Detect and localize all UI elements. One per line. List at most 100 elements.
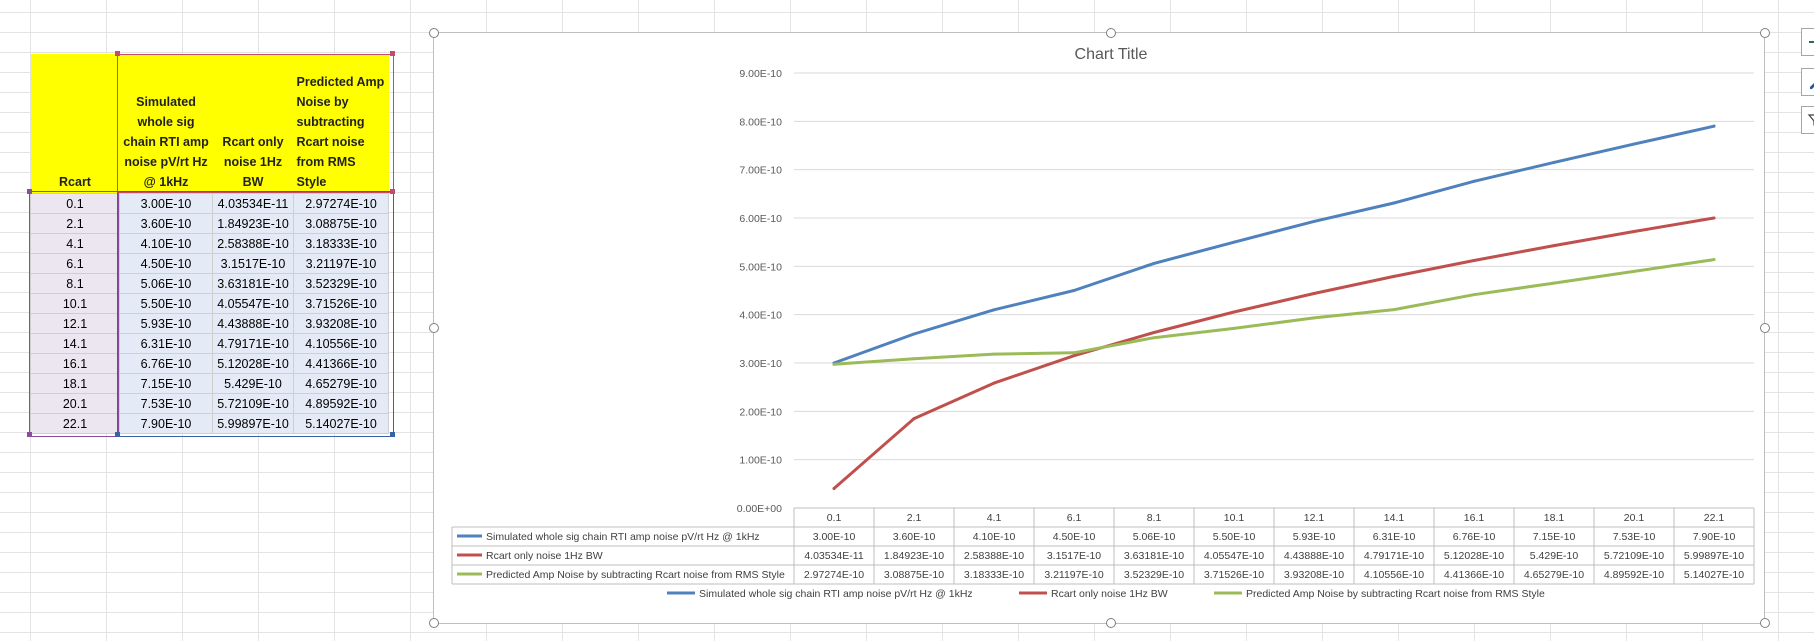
chart-resize-handle[interactable] bbox=[1760, 618, 1770, 628]
cell-rcart[interactable]: 22.1 bbox=[30, 413, 120, 434]
cell-predicted[interactable]: 3.21197E-10 bbox=[293, 253, 389, 274]
cell-simulated[interactable]: 6.31E-10 bbox=[119, 333, 213, 354]
cell-predicted[interactable]: 5.14027E-10 bbox=[293, 413, 389, 434]
cell-rcart[interactable]: 6.1 bbox=[30, 253, 120, 274]
cell-predicted[interactable]: 4.65279E-10 bbox=[293, 373, 389, 394]
data-point[interactable] bbox=[1552, 281, 1556, 285]
data-point[interactable] bbox=[912, 332, 916, 336]
header-rcart-noise[interactable]: Rcart only noise 1Hz BW bbox=[212, 54, 294, 194]
cell-rcart-noise[interactable]: 4.03534E-11 bbox=[212, 193, 294, 214]
cell-simulated[interactable]: 7.15E-10 bbox=[119, 373, 213, 394]
cell-simulated[interactable]: 7.90E-10 bbox=[119, 413, 213, 434]
cell-simulated[interactable]: 3.00E-10 bbox=[119, 193, 213, 214]
data-point[interactable] bbox=[1152, 336, 1156, 340]
selection-handle[interactable] bbox=[390, 189, 395, 194]
selection-handle[interactable] bbox=[115, 432, 120, 437]
data-point[interactable] bbox=[1712, 124, 1716, 128]
data-point[interactable] bbox=[1472, 179, 1476, 183]
cell-rcart[interactable]: 10.1 bbox=[30, 293, 120, 314]
legend-entry[interactable]: Rcart only noise 1Hz BW bbox=[1051, 588, 1168, 600]
data-point[interactable] bbox=[992, 308, 996, 312]
chart-resize-handle[interactable] bbox=[1760, 28, 1770, 38]
cell-rcart-noise[interactable]: 2.58388E-10 bbox=[212, 233, 294, 254]
data-point[interactable] bbox=[832, 362, 836, 366]
data-point[interactable] bbox=[1072, 289, 1076, 292]
data-point[interactable] bbox=[1552, 244, 1556, 248]
data-point[interactable] bbox=[992, 381, 996, 385]
cell-rcart[interactable]: 4.1 bbox=[30, 233, 120, 254]
data-point[interactable] bbox=[1232, 326, 1236, 330]
series-line[interactable] bbox=[832, 216, 1716, 490]
header-simulated-noise[interactable]: Simulated whole sig chain RTI amp noise … bbox=[119, 54, 213, 194]
data-point[interactable] bbox=[1472, 293, 1476, 297]
cell-simulated[interactable]: 3.60E-10 bbox=[119, 213, 213, 234]
data-point[interactable] bbox=[1312, 219, 1316, 223]
cell-rcart-noise[interactable]: 3.63181E-10 bbox=[212, 273, 294, 294]
chart-resize-handle[interactable] bbox=[1106, 618, 1116, 628]
chart-resize-handle[interactable] bbox=[429, 618, 439, 628]
chart-resize-handle[interactable] bbox=[1106, 28, 1116, 38]
chart-elements-button[interactable] bbox=[1801, 28, 1814, 56]
series-line[interactable] bbox=[832, 124, 1716, 365]
cell-rcart-noise[interactable]: 4.79171E-10 bbox=[212, 333, 294, 354]
cell-rcart[interactable]: 8.1 bbox=[30, 273, 120, 294]
cell-predicted[interactable]: 4.41366E-10 bbox=[293, 353, 389, 374]
cell-predicted[interactable]: 4.89592E-10 bbox=[293, 393, 389, 414]
data-point[interactable] bbox=[1152, 330, 1156, 334]
data-point[interactable] bbox=[912, 417, 916, 421]
data-point[interactable] bbox=[1392, 308, 1396, 312]
chart-title[interactable]: Chart Title bbox=[1075, 46, 1148, 63]
data-point[interactable] bbox=[1632, 269, 1636, 273]
selection-handle[interactable] bbox=[115, 51, 120, 56]
line-chart[interactable]: Chart Title 0.00E+00 1.00E-10 2.00E-10 3.00… bbox=[433, 32, 1765, 624]
cell-rcart[interactable]: 16.1 bbox=[30, 353, 120, 374]
chart-resize-handle[interactable] bbox=[429, 28, 439, 38]
data-point[interactable] bbox=[1552, 160, 1556, 164]
cell-rcart-noise[interactable]: 5.72109E-10 bbox=[212, 393, 294, 414]
chart-resize-handle[interactable] bbox=[429, 323, 439, 333]
selection-handle[interactable] bbox=[390, 51, 395, 56]
data-point[interactable] bbox=[1072, 354, 1076, 358]
cell-rcart-noise[interactable]: 3.1517E-10 bbox=[212, 253, 294, 274]
cell-rcart-noise[interactable]: 5.12028E-10 bbox=[212, 353, 294, 374]
header-predicted-noise[interactable]: Predicted Amp Noise by subtracting Rcart… bbox=[293, 54, 389, 194]
cell-rcart[interactable]: 20.1 bbox=[30, 393, 120, 414]
data-point[interactable] bbox=[1152, 261, 1156, 265]
legend-entry[interactable]: Predicted Amp Noise by subtracting Rcart… bbox=[1246, 588, 1545, 600]
data-point[interactable] bbox=[1312, 316, 1316, 320]
cell-simulated[interactable]: 5.50E-10 bbox=[119, 293, 213, 314]
data-point[interactable] bbox=[992, 352, 996, 356]
cell-predicted[interactable]: 3.08875E-10 bbox=[293, 213, 389, 234]
data-point[interactable] bbox=[1712, 216, 1716, 220]
cell-simulated[interactable]: 4.10E-10 bbox=[119, 233, 213, 254]
cell-simulated[interactable]: 5.93E-10 bbox=[119, 313, 213, 334]
cell-simulated[interactable]: 4.50E-10 bbox=[119, 253, 213, 274]
cell-predicted[interactable]: 2.97274E-10 bbox=[293, 193, 389, 214]
data-point[interactable] bbox=[1232, 310, 1236, 314]
data-point[interactable] bbox=[1392, 274, 1396, 278]
data-point[interactable] bbox=[1072, 351, 1076, 355]
cell-simulated[interactable]: 5.06E-10 bbox=[119, 273, 213, 294]
cell-rcart-noise[interactable]: 5.429E-10 bbox=[212, 373, 294, 394]
data-point[interactable] bbox=[1712, 258, 1716, 262]
data-point[interactable] bbox=[1472, 259, 1476, 263]
cell-rcart[interactable]: 12.1 bbox=[30, 313, 120, 334]
selection-handle[interactable] bbox=[27, 432, 32, 437]
data-point[interactable] bbox=[1232, 240, 1236, 244]
legend-entry[interactable]: Simulated whole sig chain RTI amp noise … bbox=[699, 588, 973, 600]
selection-handle[interactable] bbox=[27, 189, 32, 194]
cell-rcart[interactable]: 2.1 bbox=[30, 213, 120, 234]
cell-rcart[interactable]: 14.1 bbox=[30, 333, 120, 354]
data-point[interactable] bbox=[912, 357, 916, 361]
selection-handle[interactable] bbox=[390, 432, 395, 437]
cell-predicted[interactable]: 3.93208E-10 bbox=[293, 313, 389, 334]
data-point[interactable] bbox=[1632, 229, 1636, 233]
chart-styles-button[interactable] bbox=[1801, 68, 1814, 96]
cell-simulated[interactable]: 7.53E-10 bbox=[119, 393, 213, 414]
cell-predicted[interactable]: 4.10556E-10 bbox=[293, 333, 389, 354]
data-point[interactable] bbox=[1632, 142, 1636, 146]
cell-rcart-noise[interactable]: 1.84923E-10 bbox=[212, 213, 294, 234]
series-line[interactable] bbox=[832, 258, 1716, 366]
cell-predicted[interactable]: 3.71526E-10 bbox=[293, 293, 389, 314]
cell-predicted[interactable]: 3.18333E-10 bbox=[293, 233, 389, 254]
